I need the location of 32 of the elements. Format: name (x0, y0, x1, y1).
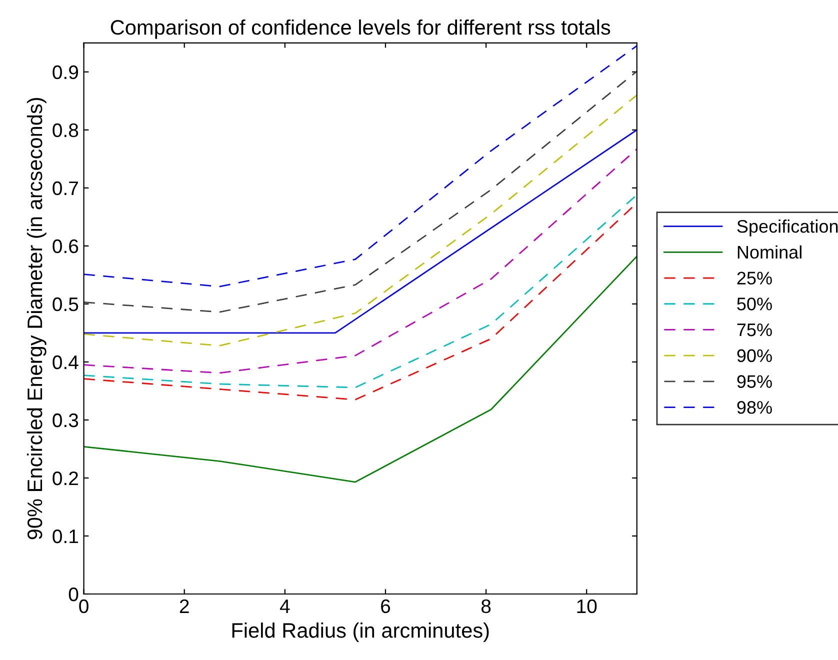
x-tick-label: 6 (381, 599, 390, 614)
x-tick-label: 4 (280, 600, 290, 613)
y-tick-label: 0.1 (52, 529, 78, 544)
line-series (84, 70, 637, 313)
line-series (84, 148, 637, 374)
line-series (84, 256, 637, 483)
y-tick-label: 0 (68, 587, 78, 602)
legend-label: 98% (737, 401, 772, 414)
legend-label: 95% (737, 375, 772, 388)
line-series (84, 94, 637, 346)
y-tick-label: 0.7 (52, 181, 78, 196)
legend-label: 90% (737, 349, 772, 362)
y-tick-label: 0.3 (52, 413, 78, 428)
y-tick-label: 0.6 (52, 239, 78, 254)
y-tick-label: 0.5 (52, 297, 78, 312)
x-axis-title: Field Radius (in arcminutes) (232, 622, 489, 642)
chart-title: Comparison of confidence levels for different rss totals (110, 19, 610, 39)
y-tick-label: 0.4 (52, 355, 78, 370)
y-tick-label: 0.9 (52, 65, 78, 80)
legend-label: 25% (737, 272, 772, 285)
legend-label: 75% (737, 324, 772, 336)
line-series (84, 45, 637, 288)
x-tick-label: 8 (481, 599, 491, 614)
x-tick-label: 0 (79, 599, 88, 614)
x-tick-label: 10 (577, 599, 597, 614)
legend-label: Specification (737, 220, 838, 236)
legend-label: 50% (737, 298, 772, 310)
legend-label: Nominal (738, 245, 802, 259)
y-tick-label: 0.2 (52, 471, 78, 486)
y-axis-title: 90% Encircled Energy Diameter (in arcseconds) (26, 98, 46, 540)
y-tick-label: 0.8 (52, 123, 78, 138)
x-tick-label: 2 (180, 599, 189, 613)
